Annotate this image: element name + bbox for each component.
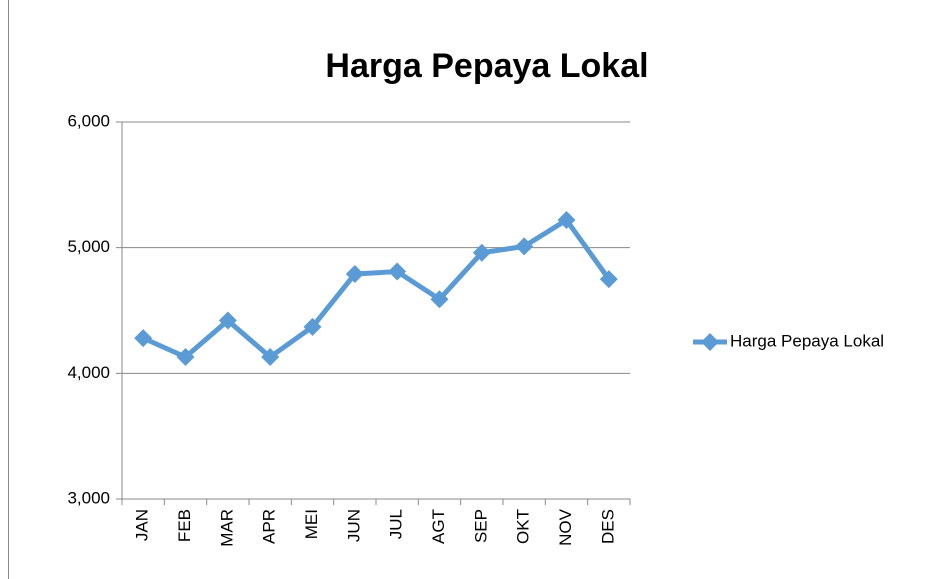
marker bbox=[515, 237, 534, 256]
marker bbox=[176, 347, 195, 366]
y-tick-label: 5,000 bbox=[67, 237, 110, 256]
marker bbox=[218, 311, 237, 330]
marker bbox=[388, 262, 407, 281]
marker bbox=[430, 290, 449, 309]
marker bbox=[345, 265, 364, 284]
y-tick-label: 6,000 bbox=[67, 111, 110, 130]
marker bbox=[303, 317, 322, 336]
x-tick-label: NOV bbox=[556, 508, 575, 546]
x-tick-label: JAN bbox=[133, 509, 152, 541]
marker bbox=[261, 347, 280, 366]
x-tick-label: MEI bbox=[302, 509, 321, 539]
marker bbox=[472, 243, 491, 262]
x-tick-label: JUN bbox=[344, 509, 363, 542]
y-tick-label: 4,000 bbox=[67, 363, 110, 382]
x-tick-label: APR bbox=[260, 509, 279, 544]
x-tick-label: DES bbox=[598, 509, 617, 544]
legend-marker bbox=[701, 333, 719, 351]
x-tick-label: SEP bbox=[471, 509, 490, 543]
marker bbox=[557, 211, 576, 230]
marker bbox=[134, 329, 153, 348]
chart-title: Harga Pepaya Lokal bbox=[325, 47, 648, 85]
x-tick-label: OKT bbox=[514, 509, 533, 544]
x-tick-label: FEB bbox=[175, 509, 194, 542]
x-tick-label: MAR bbox=[217, 509, 236, 547]
series-line bbox=[142, 217, 611, 360]
y-tick-label: 3,000 bbox=[67, 488, 110, 507]
x-tick-label: AGT bbox=[429, 509, 448, 544]
legend-label: Harga Pepaya Lokal bbox=[730, 331, 884, 350]
x-tick-label: JUL bbox=[387, 509, 406, 539]
marker bbox=[599, 270, 618, 289]
